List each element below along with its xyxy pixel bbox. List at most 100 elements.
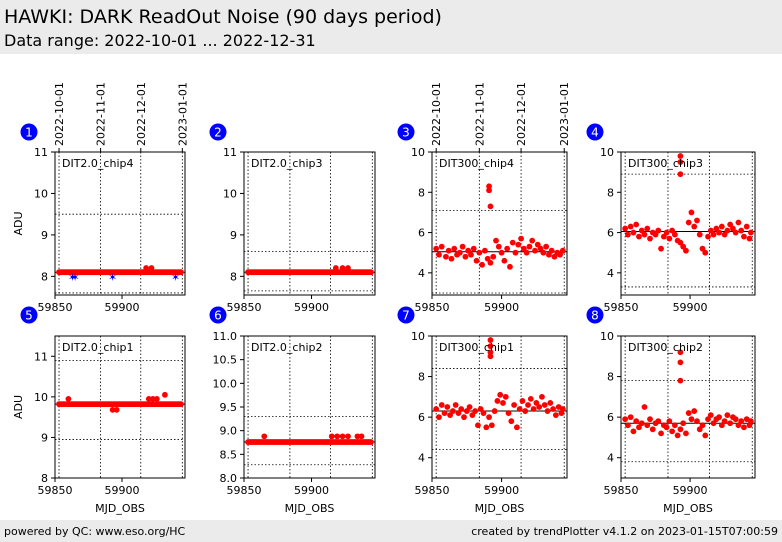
data-point: [627, 414, 634, 421]
data-point: [741, 233, 747, 240]
panel-number-badge: [209, 306, 227, 324]
data-point: [497, 391, 504, 398]
footer-powered-by: powered by QC: www.eso.org/HC: [4, 525, 186, 538]
data-point: [641, 404, 648, 410]
page-title: HAWKI: DARK ReadOut Noise (90 days perio…: [4, 6, 442, 28]
data-point: [502, 393, 509, 400]
data-point: [741, 424, 747, 431]
data-point: [658, 245, 664, 252]
y-tick-label: 8: [418, 186, 425, 199]
x-axis-label: MJD_OBS: [95, 502, 145, 515]
panel-number: 6: [214, 309, 222, 323]
data-point: [663, 229, 670, 236]
data-point: [486, 183, 492, 190]
data-point: [557, 251, 563, 258]
y-tick-label: 9.0: [220, 425, 238, 438]
data-point: [505, 410, 512, 416]
data-point: [644, 225, 651, 232]
data-point: [641, 231, 648, 238]
data-point: [522, 408, 529, 414]
data-point: [647, 235, 653, 242]
y-tick-label: 8: [41, 472, 48, 485]
data-point: [438, 402, 445, 408]
data-point: [543, 243, 550, 250]
data-point: [699, 422, 706, 429]
data-point: [508, 418, 515, 425]
data-point: [487, 353, 494, 360]
panel-number: 5: [25, 309, 33, 323]
panel-number-badge: [209, 123, 227, 141]
outlier-marker: ✶: [108, 271, 117, 284]
data-point: [178, 269, 184, 276]
data-point: [518, 235, 524, 242]
data-point: [688, 209, 695, 216]
y-tick-label: 9: [230, 229, 237, 242]
data-point: [433, 406, 440, 412]
data-point: [532, 247, 538, 254]
x-tick-label: 59850: [227, 484, 262, 497]
data-point: [548, 247, 555, 254]
data-point: [724, 227, 731, 234]
panel-number-badge: [586, 123, 604, 141]
data-point: [529, 237, 536, 244]
data-point: [486, 187, 492, 194]
data-point: [494, 398, 501, 404]
data-point: [495, 243, 502, 250]
data-point: [718, 422, 725, 429]
data-point: [509, 239, 516, 246]
data-point: [705, 233, 711, 240]
data-point: [694, 418, 700, 425]
data-point: [710, 231, 717, 238]
y-tick-label: 4: [607, 267, 614, 280]
outlier-marker: ✶: [171, 271, 180, 284]
data-point: [530, 406, 537, 412]
x-tick-label: 59900: [105, 484, 140, 497]
data-point: [515, 241, 522, 248]
data-point: [694, 217, 700, 224]
panel-number-badge: [586, 306, 604, 324]
data-point: [328, 433, 335, 440]
x-tick-label: 59900: [673, 484, 708, 497]
axes-frame: [620, 335, 756, 479]
y-tick-label: 4: [607, 452, 614, 465]
data-point: [718, 223, 725, 230]
y-tick-label: 9.5: [220, 401, 238, 414]
data-point: [677, 426, 684, 433]
x-tick-label: 59850: [227, 301, 262, 314]
y-tick-label: 8: [418, 371, 425, 384]
data-point: [547, 400, 554, 406]
data-point: [444, 404, 451, 410]
y-tick-label: 10: [34, 187, 48, 200]
axes-frame: [243, 151, 376, 296]
data-point: [443, 253, 449, 260]
panel-label: DIT300_chip2: [628, 341, 703, 354]
x-tick-label: 59900: [484, 484, 519, 497]
data-point: [696, 231, 703, 238]
data-point: [65, 395, 72, 402]
data-point: [475, 422, 481, 429]
data-point: [469, 412, 476, 419]
data-point: [688, 416, 695, 423]
axes-frame: [431, 151, 568, 296]
axes-frame: [620, 151, 756, 296]
data-point: [716, 414, 722, 421]
data-point: [178, 401, 184, 408]
axes-frame: [431, 335, 568, 479]
y-tick-label: 8: [607, 371, 614, 384]
panel-label: DIT2.0_chip4: [62, 157, 133, 170]
data-point: [261, 433, 268, 440]
panel-number: 8: [591, 309, 599, 323]
data-point: [636, 233, 642, 240]
data-point: [368, 269, 374, 276]
data-point: [523, 249, 530, 256]
data-point: [483, 424, 490, 431]
data-point: [449, 408, 456, 414]
data-point: [153, 395, 160, 402]
y-tick-label: 9: [41, 431, 48, 444]
y-tick-label: 6: [418, 411, 425, 424]
data-point: [109, 406, 116, 413]
data-point: [544, 408, 551, 414]
data-point: [525, 402, 531, 408]
panel-label: DIT2.0_chip1: [62, 341, 133, 354]
